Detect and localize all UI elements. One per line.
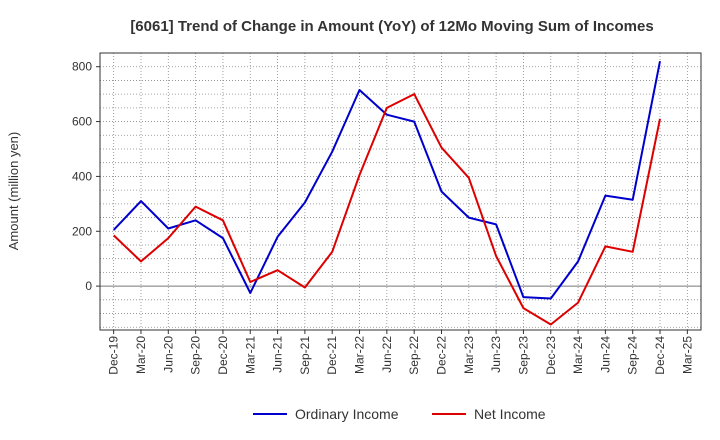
x-tick-label: Jun-21: [271, 336, 285, 373]
x-tick-label: Mar-23: [462, 336, 476, 374]
x-tick-label: Mar-24: [571, 336, 585, 374]
x-tick-label: Sep-23: [516, 336, 530, 375]
y-tick-label: 800: [72, 60, 92, 74]
x-tick-label: Dec-19: [107, 336, 121, 375]
chart-title: [6061] Trend of Change in Amount (YoY) o…: [130, 18, 653, 35]
series-lines: [112, 61, 661, 326]
y-tick-label: 200: [72, 224, 92, 238]
y-tick-label: 600: [72, 115, 92, 129]
x-tick-label: Dec-23: [544, 336, 558, 375]
x-tick-label: Mar-25: [680, 336, 694, 374]
x-tick-label: Jun-22: [380, 336, 394, 373]
x-tick-label: Dec-21: [325, 336, 339, 375]
legend-label: Net Income: [474, 406, 546, 422]
legend: Ordinary Income Net Income: [253, 406, 546, 422]
x-tick-label: Sep-24: [626, 336, 640, 375]
legend-label: Ordinary Income: [295, 406, 399, 422]
x-tick-label: Jun-20: [161, 336, 175, 373]
x-axis-ticks: Dec-19 Mar-20 Jun-20 Sep-20 Dec-20 Mar-21 Jun-…: [107, 330, 694, 375]
grid: [100, 53, 701, 330]
x-tick-label: Mar-20: [134, 336, 148, 374]
x-tick-label: Mar-21: [243, 336, 257, 374]
x-tick-label: Sep-22: [407, 336, 421, 375]
y-tick-label: 400: [72, 169, 92, 183]
y-axis-ticks: 0 200 400 600 800: [72, 60, 100, 293]
y-tick-label: 0: [85, 279, 92, 293]
x-tick-label: Jun-23: [489, 336, 503, 373]
x-tick-label: Dec-20: [216, 336, 230, 375]
y-axis-label: Amount (million yen): [6, 132, 21, 251]
series-line: [113, 93, 661, 326]
x-tick-label: Jun-24: [598, 336, 612, 373]
plot-frame: [99, 52, 702, 331]
x-tick-label: Dec-22: [434, 336, 448, 375]
x-tick-label: Sep-20: [189, 336, 203, 375]
x-tick-label: Dec-24: [653, 336, 667, 375]
series-line: [112, 61, 661, 300]
x-tick-label: Mar-22: [353, 336, 367, 374]
x-tick-label: Sep-21: [298, 336, 312, 375]
